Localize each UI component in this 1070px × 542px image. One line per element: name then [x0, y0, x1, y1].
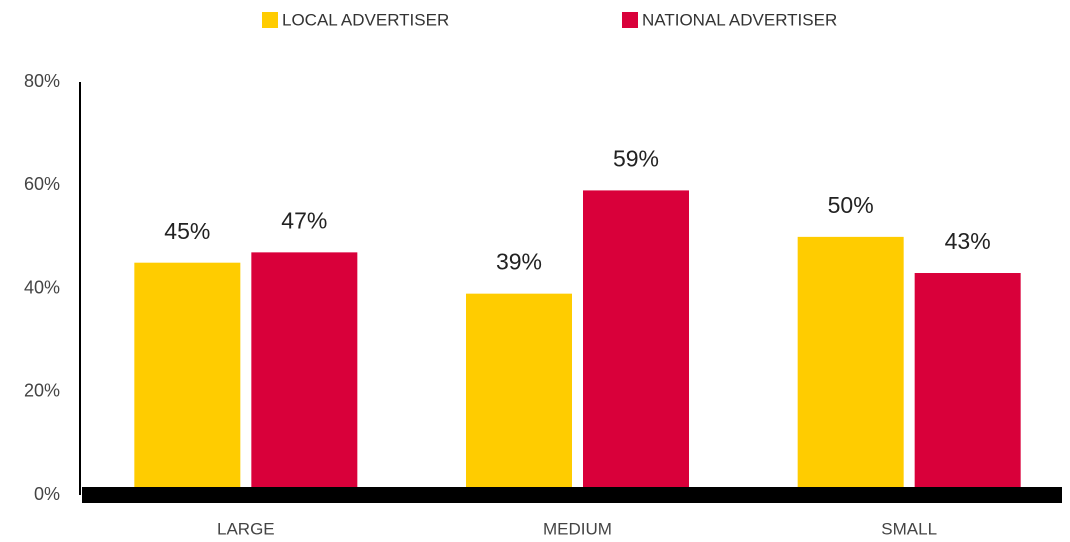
x-axis	[82, 487, 1062, 503]
value-label: 50%	[828, 192, 874, 218]
bar	[134, 262, 241, 495]
y-tick-label: 60%	[24, 174, 60, 194]
x-tick-label: SMALL	[881, 519, 937, 538]
bar	[797, 236, 904, 495]
bar	[251, 252, 358, 495]
y-tick-label: 40%	[24, 277, 60, 297]
bar	[914, 273, 1021, 495]
value-label: 43%	[945, 228, 991, 254]
value-label: 47%	[281, 207, 327, 233]
value-label: 45%	[164, 218, 210, 244]
legend-label: NATIONAL ADVERTISER	[642, 10, 837, 29]
bar	[583, 190, 689, 495]
x-tick-label: LARGE	[217, 519, 275, 538]
value-label: 39%	[496, 249, 542, 275]
legend-swatch	[622, 12, 638, 28]
x-tick-label: MEDIUM	[543, 519, 612, 538]
legend-label: LOCAL ADVERTISER	[282, 10, 449, 29]
bar	[466, 293, 572, 495]
value-label: 59%	[613, 145, 659, 171]
legend-swatch	[262, 12, 278, 28]
y-tick-label: 20%	[24, 381, 60, 401]
y-tick-label: 0%	[34, 484, 60, 504]
y-tick-label: 80%	[24, 71, 60, 91]
